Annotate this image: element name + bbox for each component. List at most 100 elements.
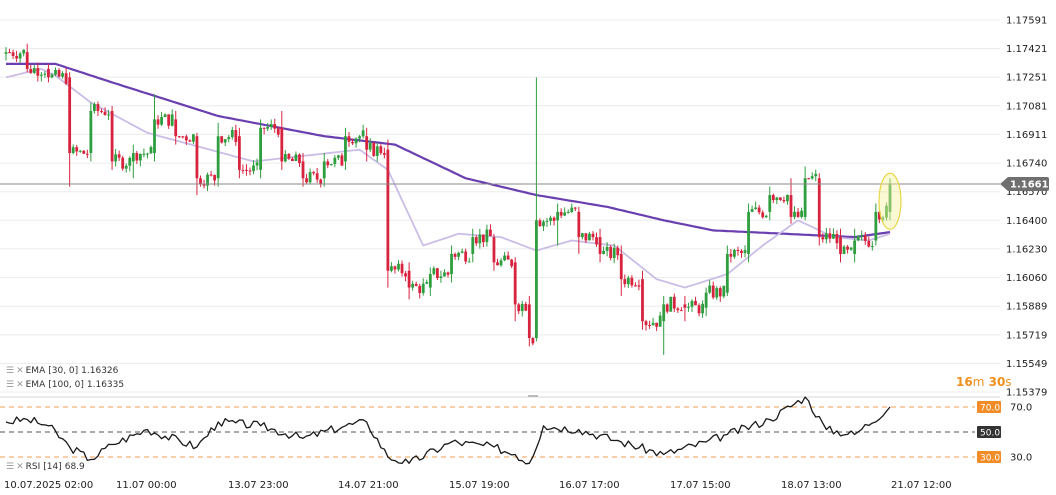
candle-body[interactable] [683, 304, 687, 308]
candle-body[interactable] [96, 104, 100, 112]
candle-body[interactable] [446, 272, 450, 275]
candle-body[interactable] [662, 304, 666, 322]
candle-body[interactable] [78, 150, 82, 152]
candle-body[interactable] [690, 300, 694, 307]
candle-body[interactable] [393, 266, 397, 270]
candle-body[interactable] [842, 246, 846, 254]
candle-body[interactable] [344, 136, 347, 162]
candle-body[interactable] [704, 292, 708, 308]
candle-body[interactable] [874, 211, 878, 241]
candle-body[interactable] [545, 220, 549, 222]
candle-body[interactable] [605, 246, 609, 251]
candle-body[interactable] [467, 261, 471, 263]
candle-body[interactable] [644, 321, 648, 326]
candle-body[interactable] [425, 282, 429, 284]
candle-body[interactable] [676, 308, 680, 311]
candle-body[interactable] [160, 116, 163, 125]
candle-body[interactable] [266, 126, 270, 129]
candle-body[interactable] [322, 161, 326, 179]
candle-body[interactable] [294, 154, 298, 162]
candle-body[interactable] [82, 150, 86, 154]
candle-body[interactable] [315, 173, 319, 180]
settings-icon[interactable]: ☰ [6, 366, 14, 376]
candle-body[interactable] [856, 235, 860, 241]
candle-body[interactable] [135, 153, 139, 161]
candle-body[interactable] [107, 114, 110, 116]
candle-body[interactable] [591, 233, 595, 238]
candle-body[interactable] [184, 136, 188, 141]
candle-body[interactable] [672, 296, 676, 309]
candle-body[interactable] [807, 178, 811, 180]
candle-body[interactable] [287, 154, 291, 159]
candle-body[interactable] [474, 237, 478, 244]
candle-body[interactable] [340, 155, 344, 166]
candle-body[interactable] [4, 52, 8, 54]
candle-body[interactable] [149, 147, 153, 154]
candle-body[interactable] [163, 114, 167, 117]
candle-body[interactable] [513, 262, 517, 305]
candle-body[interactable] [453, 253, 457, 257]
candle-body[interactable] [860, 235, 864, 237]
candle-body[interactable] [400, 263, 404, 274]
candle-body[interactable] [181, 136, 185, 138]
ema30-legend[interactable]: ☰ ✕ EMA [30, 0] 1.16326 [6, 366, 118, 376]
candle-body[interactable] [308, 172, 312, 183]
candle-body[interactable] [47, 68, 50, 78]
candle-body[interactable] [782, 199, 786, 202]
candle-body[interactable] [220, 136, 224, 143]
candle-body[interactable] [252, 165, 255, 172]
candle-body[interactable] [786, 194, 789, 202]
candle-body[interactable] [71, 147, 75, 154]
candle-body[interactable] [510, 259, 514, 267]
candle-body[interactable] [170, 114, 174, 126]
candle-body[interactable] [757, 207, 761, 213]
candle-body[interactable] [651, 322, 655, 326]
candle-body[interactable] [711, 285, 715, 298]
candle-body[interactable] [156, 119, 160, 125]
rsi-legend[interactable]: ☰ ✕ RSI [14] 68.9 [6, 462, 85, 472]
candle-body[interactable] [665, 304, 669, 312]
candle-body[interactable] [839, 237, 842, 254]
candle-body[interactable] [803, 178, 807, 217]
candle-body[interactable] [361, 130, 365, 137]
close-icon[interactable]: ✕ [16, 462, 23, 472]
candle-body[interactable] [131, 153, 135, 162]
candle-body[interactable] [276, 128, 280, 135]
candle-body[interactable] [397, 263, 400, 270]
candle-body[interactable] [351, 141, 354, 144]
candle-body[interactable] [57, 69, 61, 77]
candle-body[interactable] [382, 153, 386, 155]
candle-body[interactable] [849, 247, 853, 250]
candle-body[interactable] [725, 253, 729, 293]
candle-body[interactable] [602, 250, 605, 254]
candle-body[interactable] [743, 250, 747, 253]
candle-body[interactable] [216, 136, 220, 179]
candle-body[interactable] [577, 211, 581, 238]
candle-body[interactable] [778, 197, 782, 200]
candle-body[interactable] [8, 52, 11, 54]
candle-body[interactable] [103, 111, 107, 115]
candle-body[interactable] [542, 221, 545, 227]
candle-body[interactable] [223, 139, 227, 143]
candle-body[interactable] [365, 136, 369, 150]
candle-body[interactable] [535, 220, 538, 339]
candle-body[interactable] [358, 136, 361, 139]
candle-body[interactable] [736, 249, 740, 251]
candle-body[interactable] [658, 315, 662, 327]
candle-body[interactable] [648, 325, 651, 327]
candle-body[interactable] [750, 209, 754, 212]
candle-body[interactable] [336, 155, 340, 158]
candle-body[interactable] [432, 268, 436, 275]
candle-body[interactable] [333, 157, 337, 164]
candle-body[interactable] [824, 233, 828, 240]
candle-body[interactable] [114, 154, 118, 162]
candle-body[interactable] [764, 215, 768, 218]
candle-body[interactable] [75, 147, 79, 152]
candle-body[interactable] [595, 237, 598, 245]
candle-body[interactable] [556, 211, 560, 221]
candle-body[interactable] [110, 110, 114, 162]
candle-body[interactable] [407, 270, 411, 288]
candle-body[interactable] [100, 111, 103, 113]
candle-body[interactable] [793, 211, 796, 217]
